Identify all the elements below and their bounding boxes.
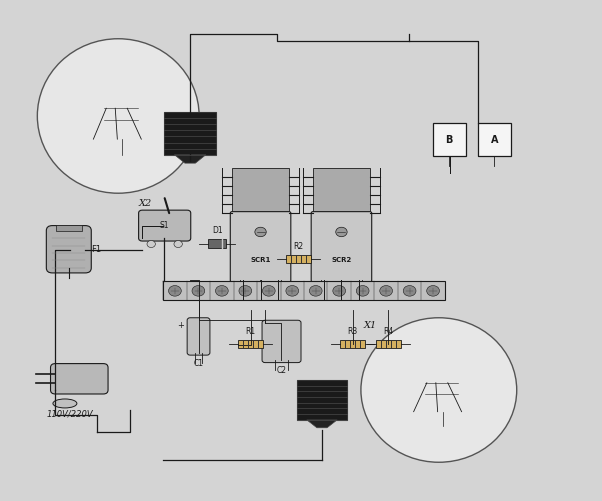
- Circle shape: [403, 286, 416, 296]
- Circle shape: [174, 240, 182, 247]
- Bar: [297, 380, 347, 420]
- Circle shape: [356, 286, 369, 296]
- Bar: [164, 112, 217, 155]
- Text: 110V/220V: 110V/220V: [47, 410, 94, 419]
- Circle shape: [309, 286, 322, 296]
- FancyBboxPatch shape: [311, 211, 371, 282]
- Text: S1: S1: [160, 221, 169, 230]
- Text: SCR1: SCR1: [250, 257, 271, 263]
- Circle shape: [255, 227, 266, 236]
- Text: A: A: [491, 135, 498, 145]
- Circle shape: [239, 286, 252, 296]
- FancyBboxPatch shape: [231, 211, 291, 282]
- Bar: [433, 123, 466, 156]
- Polygon shape: [175, 155, 206, 163]
- FancyBboxPatch shape: [187, 318, 210, 355]
- Circle shape: [169, 286, 181, 296]
- Text: SCR2: SCR2: [331, 257, 352, 263]
- Text: F1: F1: [92, 245, 101, 254]
- Circle shape: [333, 286, 346, 296]
- FancyBboxPatch shape: [46, 225, 92, 273]
- Bar: [208, 239, 226, 248]
- Text: X2: X2: [138, 199, 152, 208]
- Bar: [478, 123, 510, 156]
- Ellipse shape: [361, 318, 517, 462]
- Bar: [340, 340, 365, 348]
- Bar: [376, 340, 401, 348]
- Circle shape: [216, 286, 228, 296]
- Text: D1: D1: [212, 226, 222, 235]
- Ellipse shape: [37, 39, 199, 193]
- Text: +: +: [177, 321, 184, 330]
- Text: C1: C1: [193, 359, 203, 368]
- Text: C2: C2: [276, 366, 287, 375]
- Bar: [232, 168, 289, 213]
- Polygon shape: [307, 420, 337, 428]
- Circle shape: [336, 227, 347, 236]
- Bar: [238, 340, 263, 348]
- Text: R1: R1: [246, 327, 256, 336]
- FancyBboxPatch shape: [262, 320, 301, 363]
- Circle shape: [192, 286, 205, 296]
- Text: R4: R4: [383, 327, 394, 336]
- Bar: [286, 255, 311, 263]
- Text: B: B: [445, 135, 453, 145]
- Circle shape: [427, 286, 439, 296]
- Text: R2: R2: [294, 242, 303, 251]
- Bar: [163, 282, 445, 300]
- FancyBboxPatch shape: [138, 210, 191, 241]
- Circle shape: [380, 286, 393, 296]
- Text: R3: R3: [347, 327, 358, 336]
- Ellipse shape: [53, 399, 77, 408]
- Circle shape: [286, 286, 299, 296]
- Bar: [55, 225, 82, 230]
- Bar: [313, 168, 370, 213]
- Circle shape: [262, 286, 275, 296]
- Circle shape: [147, 240, 155, 247]
- FancyBboxPatch shape: [51, 364, 108, 394]
- Text: X1: X1: [363, 321, 376, 330]
